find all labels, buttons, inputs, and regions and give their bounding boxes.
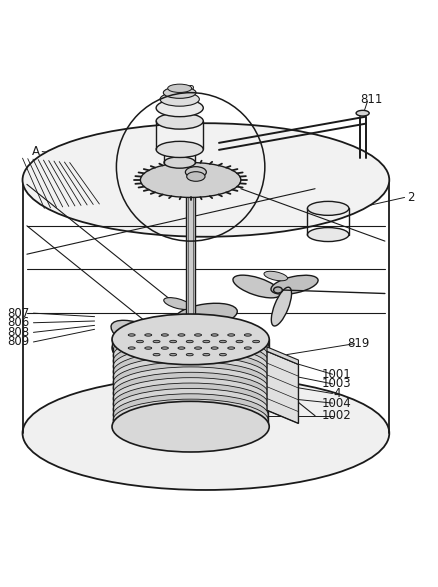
Text: 819: 819 <box>347 337 370 350</box>
Text: 1003: 1003 <box>322 377 352 390</box>
Ellipse shape <box>153 353 160 356</box>
Ellipse shape <box>271 287 292 326</box>
Ellipse shape <box>113 394 268 436</box>
Ellipse shape <box>211 334 218 336</box>
Ellipse shape <box>112 402 269 452</box>
Ellipse shape <box>203 353 210 356</box>
Text: 809: 809 <box>7 335 29 349</box>
Ellipse shape <box>356 110 369 116</box>
Text: 808: 808 <box>7 326 29 339</box>
Ellipse shape <box>161 334 168 336</box>
Ellipse shape <box>161 347 168 349</box>
Ellipse shape <box>113 383 268 425</box>
Ellipse shape <box>179 323 207 369</box>
Ellipse shape <box>128 347 135 349</box>
Ellipse shape <box>113 367 268 409</box>
Ellipse shape <box>187 171 205 181</box>
Ellipse shape <box>274 287 283 293</box>
Ellipse shape <box>307 201 349 215</box>
Ellipse shape <box>203 340 210 343</box>
Ellipse shape <box>113 389 268 430</box>
Ellipse shape <box>236 340 243 343</box>
Ellipse shape <box>219 353 226 356</box>
Ellipse shape <box>164 298 191 309</box>
Ellipse shape <box>113 362 268 403</box>
Ellipse shape <box>145 347 152 349</box>
Ellipse shape <box>177 318 187 326</box>
Ellipse shape <box>233 275 281 298</box>
Ellipse shape <box>307 228 349 241</box>
Ellipse shape <box>113 345 268 387</box>
Polygon shape <box>267 347 298 365</box>
Ellipse shape <box>113 340 268 382</box>
Ellipse shape <box>113 335 268 377</box>
Ellipse shape <box>211 347 218 349</box>
Text: 807: 807 <box>7 306 29 320</box>
Ellipse shape <box>113 329 268 371</box>
Text: 1002: 1002 <box>322 409 352 422</box>
Ellipse shape <box>186 340 193 343</box>
Ellipse shape <box>228 334 235 336</box>
Ellipse shape <box>164 144 195 155</box>
Ellipse shape <box>113 356 268 398</box>
Ellipse shape <box>111 321 179 357</box>
Ellipse shape <box>164 157 195 168</box>
Ellipse shape <box>264 271 287 281</box>
Polygon shape <box>267 351 298 423</box>
Ellipse shape <box>137 340 144 343</box>
Ellipse shape <box>228 347 235 349</box>
Text: 811: 811 <box>360 93 383 106</box>
Ellipse shape <box>170 353 177 356</box>
Bar <box>186 180 195 330</box>
Ellipse shape <box>163 87 196 99</box>
Ellipse shape <box>194 334 201 336</box>
Ellipse shape <box>145 334 152 336</box>
Ellipse shape <box>271 275 318 294</box>
Text: 806: 806 <box>7 316 29 329</box>
Ellipse shape <box>113 372 268 414</box>
Ellipse shape <box>244 334 251 336</box>
Ellipse shape <box>168 84 192 92</box>
Ellipse shape <box>219 340 226 343</box>
Ellipse shape <box>141 163 241 197</box>
Ellipse shape <box>113 399 268 441</box>
Ellipse shape <box>128 334 135 336</box>
Ellipse shape <box>170 340 177 343</box>
Ellipse shape <box>174 303 237 328</box>
Ellipse shape <box>22 376 389 490</box>
Ellipse shape <box>156 99 203 117</box>
Ellipse shape <box>186 353 193 356</box>
Text: A: A <box>32 145 39 158</box>
Ellipse shape <box>113 377 268 420</box>
Text: 4: 4 <box>333 387 341 400</box>
Ellipse shape <box>178 334 185 336</box>
Ellipse shape <box>112 314 269 365</box>
Ellipse shape <box>113 351 268 393</box>
Ellipse shape <box>194 347 201 349</box>
Text: 802: 802 <box>173 84 195 97</box>
Ellipse shape <box>156 113 203 129</box>
Ellipse shape <box>156 141 203 157</box>
Text: 1001: 1001 <box>322 368 352 381</box>
Ellipse shape <box>160 92 199 106</box>
Ellipse shape <box>244 347 251 349</box>
Ellipse shape <box>253 340 260 343</box>
Ellipse shape <box>112 323 269 373</box>
Ellipse shape <box>178 347 185 349</box>
Ellipse shape <box>153 340 160 343</box>
Ellipse shape <box>22 123 389 237</box>
Text: 1004: 1004 <box>322 397 352 410</box>
Ellipse shape <box>185 167 206 178</box>
Text: 2: 2 <box>407 191 415 204</box>
